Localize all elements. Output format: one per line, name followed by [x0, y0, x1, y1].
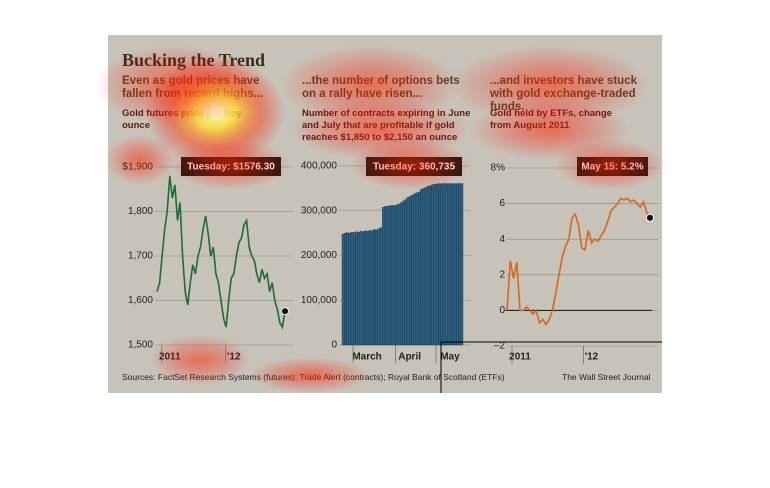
bar	[402, 200, 405, 346]
bar	[440, 183, 444, 346]
bar	[444, 183, 448, 346]
bar	[426, 185, 430, 346]
bar	[431, 184, 435, 346]
bar	[382, 206, 385, 346]
cursor-frame	[440, 341, 662, 393]
bar	[400, 202, 403, 346]
bar	[435, 183, 439, 346]
bar	[460, 183, 464, 346]
y-tick-label: 2	[499, 269, 505, 280]
bar	[411, 194, 414, 346]
bar	[353, 232, 356, 346]
bar	[420, 189, 423, 346]
bar	[373, 229, 376, 346]
bar	[346, 232, 349, 346]
bar	[391, 205, 394, 346]
bar	[384, 206, 388, 346]
bar	[386, 206, 390, 346]
y-tick-label: 1,600	[128, 295, 153, 306]
bar	[393, 205, 396, 346]
bar	[409, 196, 412, 346]
bar	[424, 187, 428, 346]
bar	[355, 231, 358, 346]
y-tick-label: 1,800	[128, 206, 153, 217]
bar	[377, 228, 381, 346]
bar	[364, 230, 367, 346]
bar	[348, 232, 352, 346]
y-tick-label: 100,000	[301, 295, 338, 306]
bar	[417, 191, 421, 346]
y-tick-label: $1,900	[122, 162, 153, 173]
y-tick-label: 400,000	[301, 161, 338, 172]
y-tick-label: 8%	[491, 163, 506, 174]
bar	[451, 183, 455, 346]
bar	[361, 231, 365, 346]
annotation: Tuesday: 360,735	[373, 162, 456, 173]
bar	[366, 231, 370, 346]
bar	[438, 183, 441, 346]
bar	[422, 188, 426, 346]
bar	[413, 193, 417, 346]
x-tick-label: 2011	[159, 352, 181, 363]
bar	[429, 185, 432, 346]
bar	[456, 183, 459, 346]
y-tick-label: 0	[499, 305, 505, 316]
bar	[359, 231, 363, 346]
x-tick-label: April	[398, 352, 421, 363]
bar	[447, 183, 450, 346]
bar	[395, 204, 399, 346]
end-dot	[281, 307, 289, 316]
annotation: May 15: 5.2%	[581, 162, 643, 173]
annotation: Tuesday: $1576.30	[187, 162, 275, 173]
bar	[344, 232, 347, 346]
bar	[415, 192, 419, 346]
y-tick-label: 300,000	[301, 205, 338, 216]
bar	[370, 230, 374, 346]
bar	[449, 183, 452, 346]
y-tick-label: 1,500	[128, 340, 153, 351]
x-tick-label: May	[440, 352, 460, 363]
bar	[404, 199, 408, 346]
y-tick-label: –2	[494, 341, 506, 352]
credit: The Wall Street Journal	[562, 372, 651, 382]
y-tick-label: 6	[499, 198, 505, 209]
bar	[379, 227, 383, 346]
bar	[388, 205, 392, 346]
line	[156, 175, 286, 330]
end-dot	[646, 213, 654, 222]
bar	[442, 183, 446, 346]
x-tick-label: March	[352, 352, 381, 363]
bar	[458, 183, 461, 346]
bar	[375, 229, 379, 346]
x-tick-label: 2011	[509, 352, 531, 363]
x-tick-label: '12	[227, 352, 241, 363]
bar	[368, 230, 372, 346]
bar	[433, 184, 437, 346]
bar	[350, 232, 354, 346]
bar	[406, 197, 410, 346]
x-tick-label: '12	[585, 352, 599, 363]
bar	[397, 203, 401, 346]
bar	[357, 232, 361, 346]
y-tick-label: 200,000	[301, 250, 338, 261]
bar	[453, 183, 457, 346]
y-tick-label: 4	[499, 234, 505, 245]
bar	[341, 233, 345, 346]
y-tick-label: 0	[331, 340, 337, 351]
line	[506, 197, 651, 327]
y-tick-label: 1,700	[128, 251, 153, 262]
